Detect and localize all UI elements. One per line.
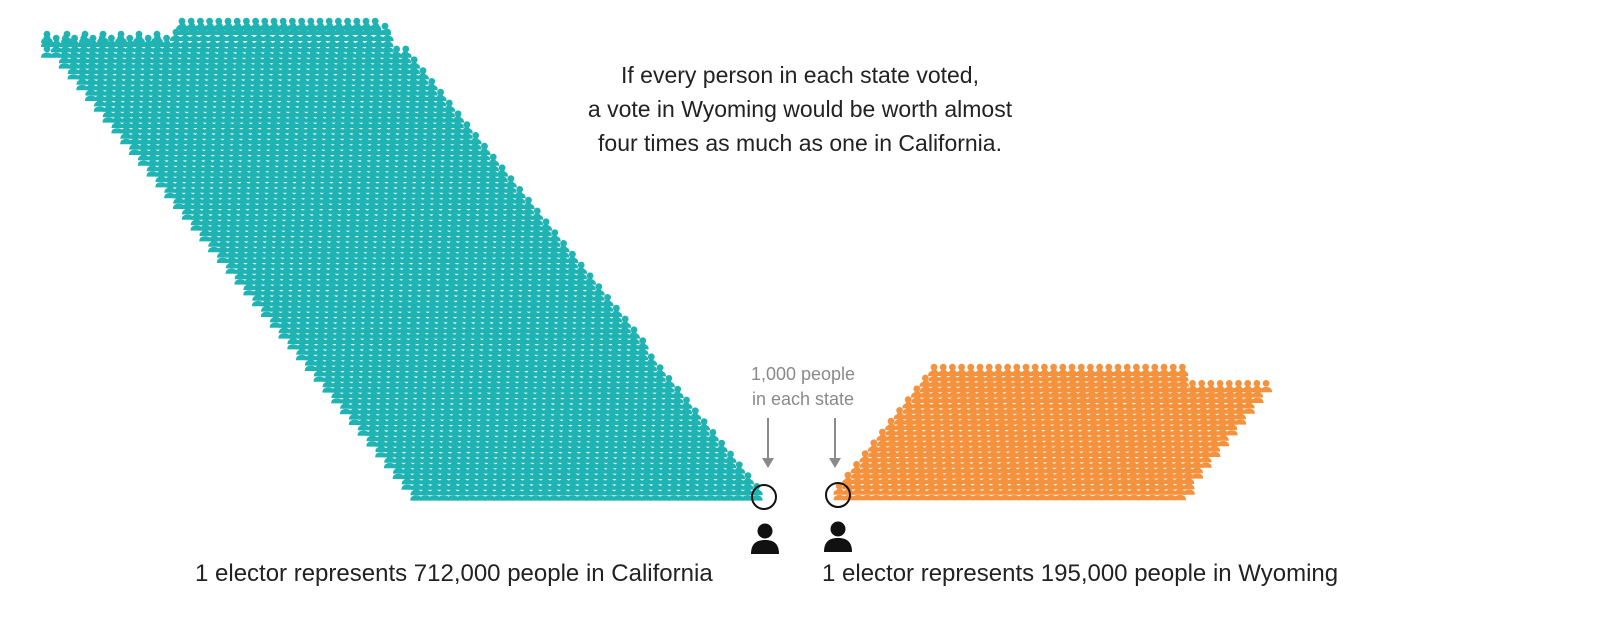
- down-arrow-icon: [829, 418, 841, 468]
- elector-icon: [824, 521, 852, 552]
- annotation-line: 1,000 people: [750, 364, 856, 384]
- headline: If every person in each state voted, a v…: [530, 58, 1070, 160]
- headline-line: If every person in each state voted,: [621, 62, 979, 88]
- headline-line: four times as much as one in California.: [598, 130, 1002, 156]
- elector-icon: [751, 523, 779, 554]
- annotation-line: in each state: [751, 389, 855, 409]
- california-caption: 1 elector represents 712,000 people in C…: [195, 560, 713, 587]
- person-icon: [1260, 380, 1273, 393]
- wyoming-highlight-circle: [825, 482, 851, 508]
- california-highlight-circle: [751, 484, 777, 510]
- person-icon: [133, 30, 145, 43]
- scale-annotation: 1,000 people in each state: [740, 362, 866, 412]
- wyoming-people-block: [833, 363, 1273, 501]
- person-icon: [115, 30, 127, 43]
- person-icon: [41, 30, 53, 43]
- wyoming-caption: 1 elector represents 195,000 people in W…: [822, 560, 1339, 587]
- person-icon: [97, 30, 109, 43]
- down-arrow-icon: [762, 418, 774, 468]
- person-icon: [151, 30, 163, 43]
- headline-line: a vote in Wyoming would be worth almost: [587, 96, 1013, 122]
